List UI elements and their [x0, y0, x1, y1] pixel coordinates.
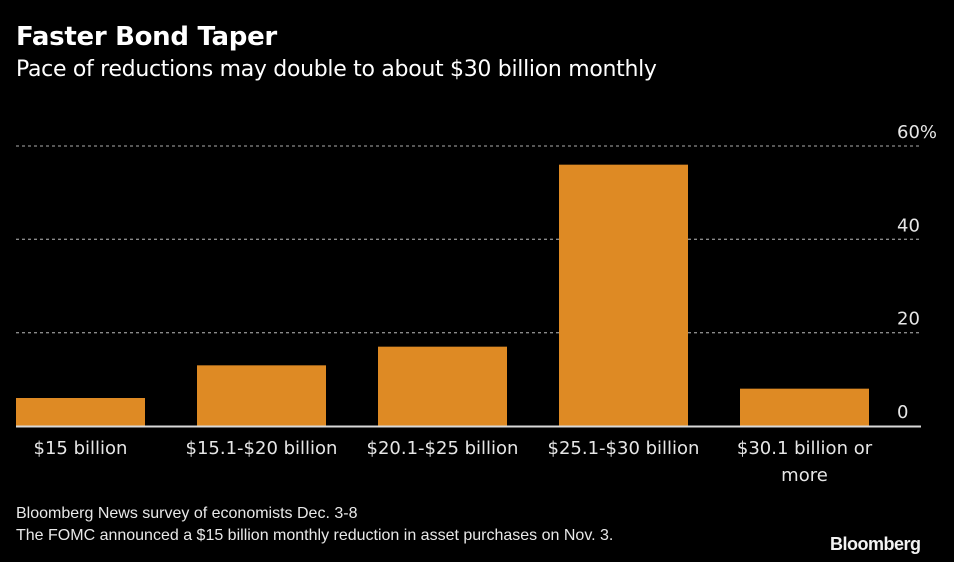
y-tick-label-0: 0 [897, 402, 908, 423]
x-tick-label-3: $25.1-$30 billion [548, 438, 700, 459]
x-tick-label-1: $15.1-$20 billion [186, 438, 338, 459]
x-tick-label-4: $30.1 billion or [737, 438, 873, 459]
chart-subtitle: Pace of reductions may double to about $… [16, 57, 657, 82]
y-tick-label-40: 40 [897, 215, 920, 236]
source-note: Bloomberg News survey of economists Dec.… [16, 503, 613, 547]
bar-2 [378, 346, 507, 426]
source-line-1: Bloomberg News survey of economists Dec.… [16, 505, 358, 522]
y-tick-label-60: 60% [897, 122, 937, 143]
x-tick-label-4-line-1: more [781, 465, 828, 486]
bar-0 [16, 398, 145, 426]
source-line-2: The FOMC announced a $15 billion monthly… [16, 527, 614, 544]
bloomberg-logo: Bloomberg [830, 534, 921, 554]
bar-4 [740, 388, 869, 426]
gridlines [16, 145, 921, 334]
y-tick-label-20: 20 [897, 309, 920, 330]
bars [16, 164, 869, 426]
chart-title: Faster Bond Taper [16, 22, 277, 52]
bar-1 [197, 365, 326, 426]
x-tick-label-2: $20.1-$25 billion [367, 438, 519, 459]
x-tick-label-0: $15 billion [34, 438, 128, 459]
bar-3 [559, 164, 688, 426]
y-tick-labels: 0 20 40 60% [897, 122, 937, 423]
x-tick-labels: $15 billion $15.1-$20 billion $20.1-$25 bi… [34, 438, 873, 486]
